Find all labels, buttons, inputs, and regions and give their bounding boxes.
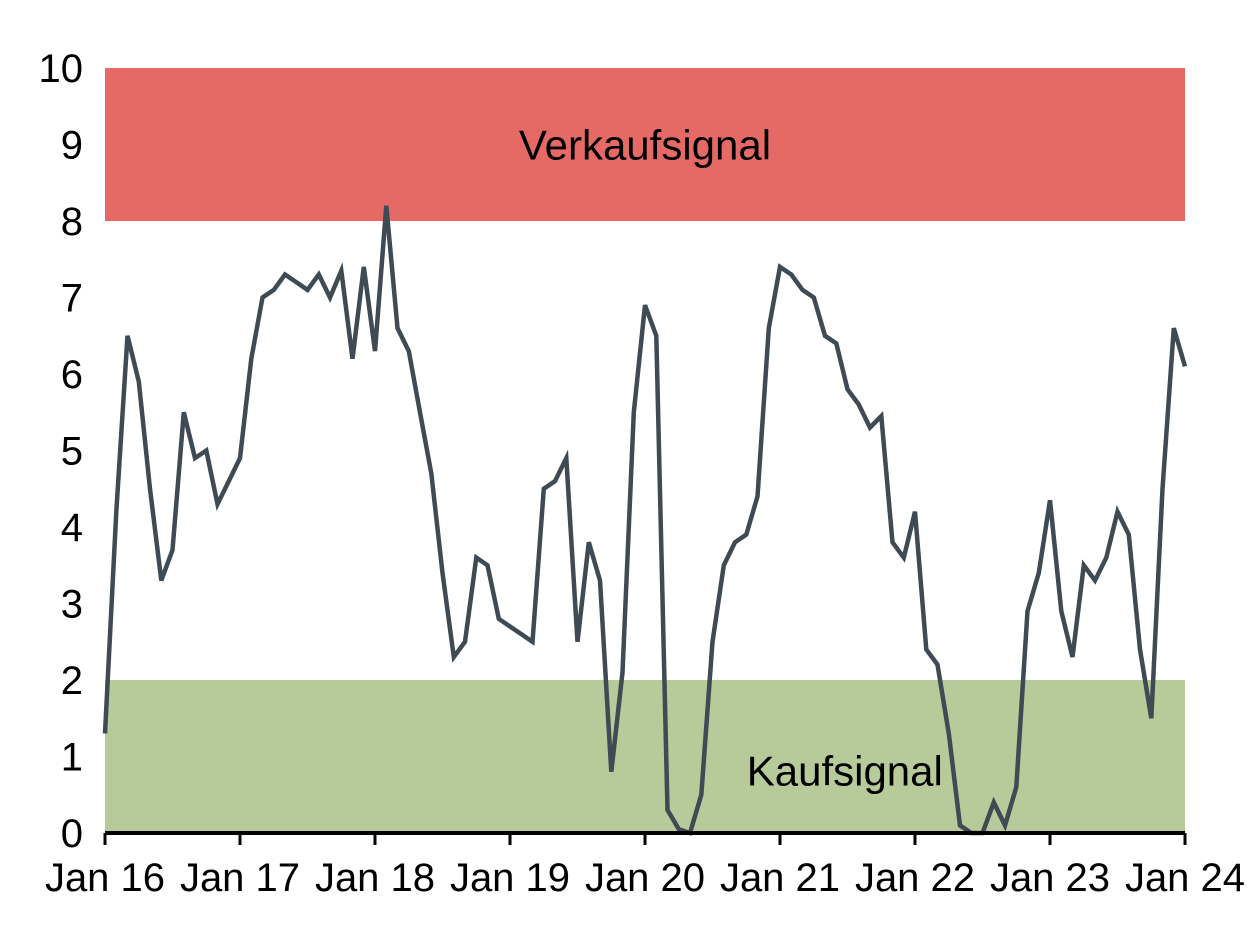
y-tick-label: 8	[61, 200, 83, 244]
sell-band	[105, 68, 1185, 221]
y-tick-label: 9	[61, 124, 83, 168]
x-tick-label: Jan 16	[45, 856, 165, 900]
buy-band-label: Kaufsignal	[747, 747, 943, 794]
y-tick-label: 7	[61, 277, 83, 321]
x-tick-label: Jan 18	[315, 856, 435, 900]
y-tick-label: 2	[61, 659, 83, 703]
y-tick-label: 5	[61, 430, 83, 474]
y-tick-label: 10	[39, 47, 84, 91]
y-tick-label: 6	[61, 353, 83, 397]
indicator-line	[102, 205, 1188, 836]
x-tick-label: Jan 23	[990, 856, 1110, 900]
y-tick-label: 1	[61, 736, 83, 780]
sell-band-label: Verkaufsignal	[519, 122, 771, 169]
x-tick-label: Jan 17	[180, 856, 300, 900]
y-tick-label: 3	[61, 583, 83, 627]
x-tick-label: Jan 24	[1125, 856, 1245, 900]
buy-band	[105, 680, 1185, 833]
y-tick-label: 4	[61, 506, 83, 550]
x-tick-label: Jan 20	[585, 856, 705, 900]
x-tick-label: Jan 19	[450, 856, 570, 900]
x-tick-label: Jan 21	[720, 856, 840, 900]
x-tick-label: Jan 22	[855, 856, 975, 900]
y-tick-label: 0	[61, 812, 83, 856]
